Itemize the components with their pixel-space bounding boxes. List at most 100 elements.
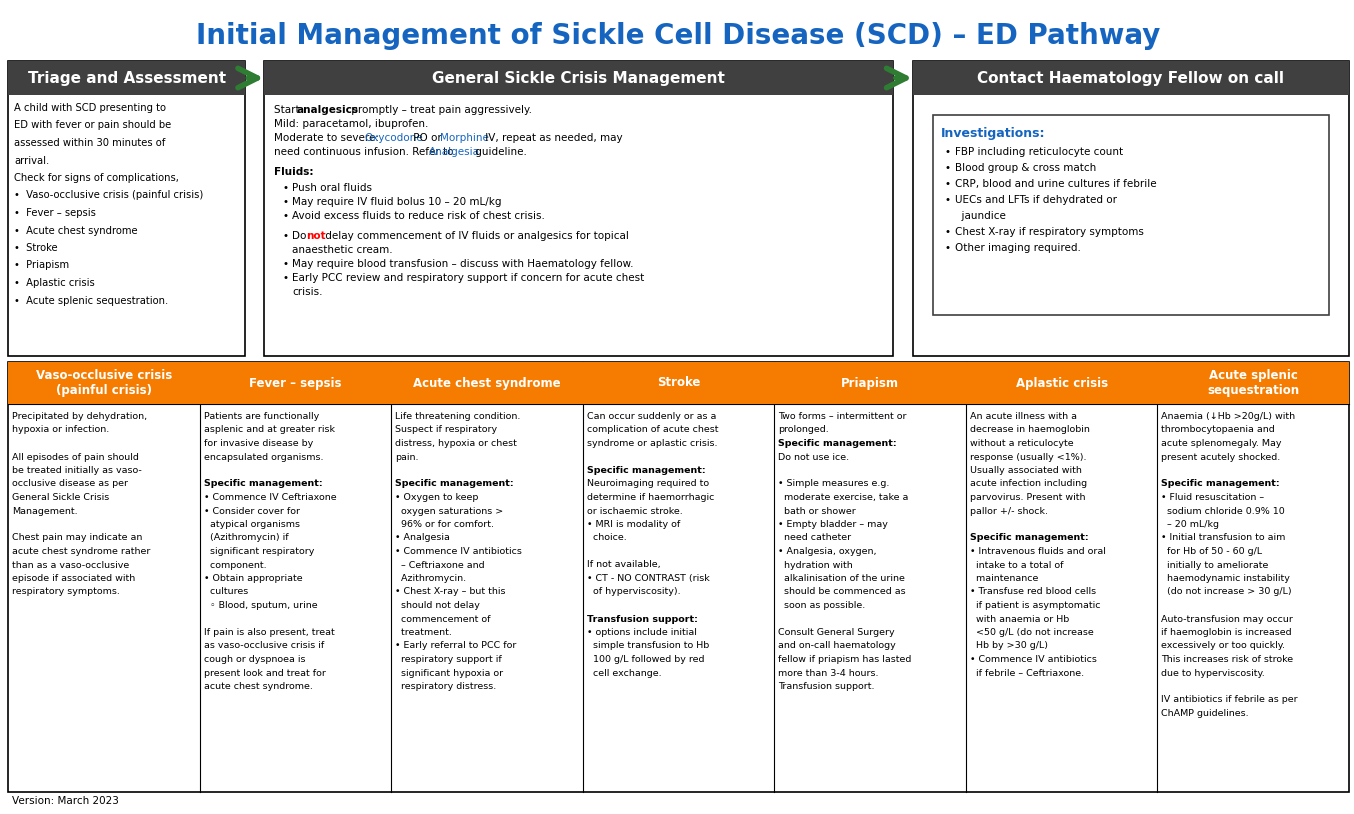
Text: May require IV fluid bolus 10 – 20 mL/kg: May require IV fluid bolus 10 – 20 mL/kg (292, 197, 502, 207)
Text: Do not use ice.: Do not use ice. (779, 453, 849, 462)
Text: Precipitated by dehydration,: Precipitated by dehydration, (12, 412, 148, 421)
Text: Management.: Management. (12, 506, 77, 515)
Text: •: • (283, 231, 288, 241)
Text: •  Fever – sepsis: • Fever – sepsis (14, 208, 96, 218)
Text: Morphine: Morphine (440, 133, 489, 143)
Text: hypoxia or infection.: hypoxia or infection. (12, 426, 110, 435)
Text: more than 3-4 hours.: more than 3-4 hours. (779, 668, 879, 677)
Text: •: • (945, 147, 951, 157)
Text: General Sickle Crisis: General Sickle Crisis (12, 493, 110, 502)
Text: Acute splenic
sequestration: Acute splenic sequestration (1208, 369, 1300, 397)
Text: occlusive disease as per: occlusive disease as per (12, 479, 127, 488)
Text: than as a vaso-occlusive: than as a vaso-occlusive (12, 561, 129, 570)
Text: Initial Management of Sickle Cell Disease (SCD) – ED Pathway: Initial Management of Sickle Cell Diseas… (196, 22, 1160, 50)
Text: Specific management:: Specific management: (969, 533, 1089, 542)
Text: •: • (283, 183, 288, 193)
Text: cough or dyspnoea is: cough or dyspnoea is (203, 655, 305, 664)
Text: Stroke: Stroke (657, 377, 700, 390)
Text: fellow if priapism has lasted: fellow if priapism has lasted (779, 655, 911, 664)
Text: acute chest syndrome rather: acute chest syndrome rather (12, 547, 150, 556)
Text: • Simple measures e.g.: • Simple measures e.g. (779, 479, 890, 488)
Text: • Chest X-ray – but this: • Chest X-ray – but this (395, 588, 505, 597)
FancyBboxPatch shape (1158, 362, 1349, 404)
Text: respiratory support if: respiratory support if (395, 655, 502, 664)
Text: if patient is asymptomatic: if patient is asymptomatic (969, 601, 1101, 610)
FancyBboxPatch shape (8, 61, 245, 95)
Text: UECs and LFTs if dehydrated or: UECs and LFTs if dehydrated or (955, 195, 1117, 205)
Text: respiratory symptoms.: respiratory symptoms. (12, 588, 119, 597)
Text: with anaemia or Hb: with anaemia or Hb (969, 615, 1070, 624)
Text: (do not increase > 30 g/L): (do not increase > 30 g/L) (1162, 588, 1292, 597)
Text: – Ceftriaxone and: – Ceftriaxone and (395, 561, 485, 570)
Text: soon as possible.: soon as possible. (779, 601, 865, 610)
Text: promptly – treat pain aggressively.: promptly – treat pain aggressively. (348, 105, 532, 115)
FancyBboxPatch shape (199, 362, 391, 404)
Text: ChAMP guidelines.: ChAMP guidelines. (1162, 709, 1248, 718)
Text: A child with SCD presenting to: A child with SCD presenting to (14, 103, 167, 113)
Text: bath or shower: bath or shower (779, 506, 856, 515)
Text: and on-call haematology: and on-call haematology (779, 641, 896, 650)
Text: crisis.: crisis. (292, 287, 322, 297)
Text: of hyperviscosity).: of hyperviscosity). (586, 588, 680, 597)
Text: excessively or too quickly.: excessively or too quickly. (1162, 641, 1285, 650)
Text: asplenic and at greater risk: asplenic and at greater risk (203, 426, 334, 435)
Text: – 20 mL/kg: – 20 mL/kg (1162, 520, 1220, 529)
Text: analgesics: analgesics (297, 105, 359, 115)
FancyBboxPatch shape (913, 61, 1349, 95)
Text: General Sickle Crisis Management: General Sickle Crisis Management (432, 71, 726, 85)
Text: • Consider cover for: • Consider cover for (203, 506, 299, 515)
Text: Early PCC review and respiratory support if concern for acute chest: Early PCC review and respiratory support… (292, 273, 645, 283)
Text: PO or: PO or (410, 133, 445, 143)
Text: complication of acute chest: complication of acute chest (586, 426, 718, 435)
Text: pain.: pain. (395, 453, 418, 462)
Text: response (usually <1%).: response (usually <1%). (969, 453, 1086, 462)
Text: •: • (283, 259, 288, 269)
Text: All episodes of pain should: All episodes of pain should (12, 453, 139, 462)
Text: •  Priapism: • Priapism (14, 260, 69, 270)
FancyBboxPatch shape (933, 115, 1330, 315)
Text: choice.: choice. (586, 533, 627, 542)
Text: significant hypoxia or: significant hypoxia or (395, 668, 504, 677)
FancyBboxPatch shape (8, 362, 199, 404)
Text: acute chest syndrome.: acute chest syndrome. (203, 682, 313, 691)
Text: ED with fever or pain should be: ED with fever or pain should be (14, 120, 171, 130)
Text: Two forms – intermittent or: Two forms – intermittent or (779, 412, 907, 421)
Text: Anaemia (↓Hb >20g/L) with: Anaemia (↓Hb >20g/L) with (1162, 412, 1296, 421)
Text: Can occur suddenly or as a: Can occur suddenly or as a (586, 412, 716, 421)
Text: oxygen saturations >: oxygen saturations > (395, 506, 504, 515)
Text: 96% or for comfort.: 96% or for comfort. (395, 520, 494, 529)
Text: •  Stroke: • Stroke (14, 243, 58, 253)
Text: anaesthetic cream.: anaesthetic cream. (292, 245, 393, 255)
Text: •: • (945, 227, 951, 237)
Text: should be commenced as: should be commenced as (779, 588, 906, 597)
FancyBboxPatch shape (913, 61, 1349, 356)
Text: Acute chest syndrome: Acute chest syndrome (413, 377, 561, 390)
Text: •: • (283, 273, 288, 283)
Text: •: • (945, 243, 951, 253)
FancyBboxPatch shape (582, 362, 774, 404)
Text: Fluids:: Fluids: (275, 167, 314, 177)
Text: • Oxygen to keep: • Oxygen to keep (395, 493, 478, 502)
Text: as vaso-occlusive crisis if: as vaso-occlusive crisis if (203, 641, 324, 650)
FancyBboxPatch shape (391, 362, 582, 404)
FancyBboxPatch shape (8, 61, 245, 356)
Text: Neuroimaging required to: Neuroimaging required to (586, 479, 708, 488)
Text: •: • (283, 197, 288, 207)
Text: Triage and Assessment: Triage and Assessment (27, 71, 226, 85)
Text: •  Aplastic crisis: • Aplastic crisis (14, 278, 95, 288)
Text: Aplastic crisis: Aplastic crisis (1016, 377, 1108, 390)
Text: Investigations:: Investigations: (941, 127, 1045, 140)
Text: Auto-transfusion may occur: Auto-transfusion may occur (1162, 615, 1293, 624)
Text: • Empty bladder – may: • Empty bladder – may (779, 520, 888, 529)
Text: Other imaging required.: Other imaging required. (955, 243, 1080, 253)
Text: Consult General Surgery: Consult General Surgery (779, 628, 895, 637)
Text: decrease in haemoglobin: decrease in haemoglobin (969, 426, 1090, 435)
Text: • Commence IV antibiotics: • Commence IV antibiotics (969, 655, 1097, 664)
Text: prolonged.: prolonged. (779, 426, 829, 435)
Text: Do: Do (292, 231, 310, 241)
Text: • Obtain appropriate: • Obtain appropriate (203, 574, 302, 583)
Text: present acutely shocked.: present acutely shocked. (1162, 453, 1281, 462)
Text: need catheter: need catheter (779, 533, 852, 542)
Text: •: • (945, 179, 951, 189)
Text: Transfusion support:: Transfusion support: (586, 615, 697, 624)
